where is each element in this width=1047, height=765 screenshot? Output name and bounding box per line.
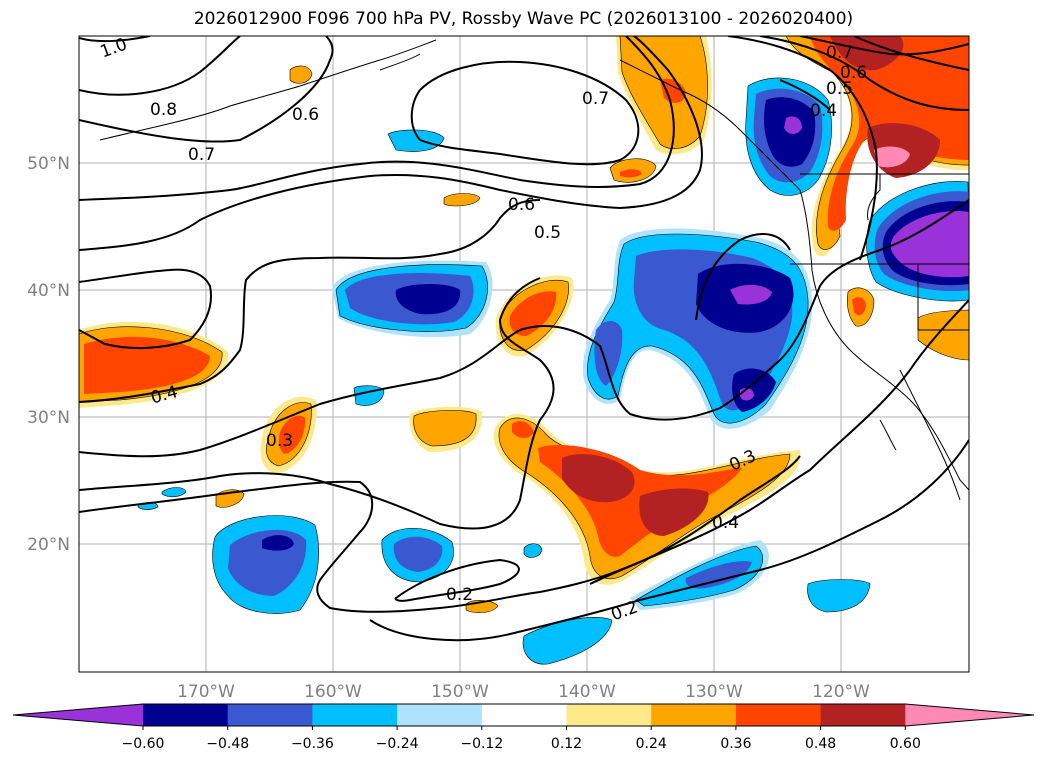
pv-contours <box>79 36 969 642</box>
contour-label: 0.2 <box>446 585 473 605</box>
lat-label: 40°N <box>27 281 70 301</box>
contour-label: 0.6 <box>292 105 319 125</box>
colorbar-tick-label: −0.12 <box>460 736 503 752</box>
contour-label: 0.4 <box>712 513 739 533</box>
lon-label: 130°W <box>685 682 743 702</box>
contour-label: 0.6 <box>840 63 867 83</box>
colorbar-tick-label: 0.60 <box>890 736 921 752</box>
lon-label: 160°W <box>304 682 362 702</box>
lat-label: 50°N <box>27 154 70 174</box>
colorbar-tick-label: −0.24 <box>376 736 419 752</box>
contour-label: 0.7 <box>826 43 853 63</box>
colorbar-tick-label: −0.48 <box>206 736 249 752</box>
map-title: 2026012900 F096 700 hPa PV, Rossby Wave … <box>193 9 854 29</box>
contour-label: 0.5 <box>826 79 853 99</box>
colorbar: −0.60 −0.48 −0.36 −0.24 −0.12 0.12 0.24 0.36 0.4… <box>12 703 1035 752</box>
contour-label: 0.4 <box>810 101 837 121</box>
coastlines <box>99 39 969 501</box>
lon-label: 170°W <box>177 682 235 702</box>
lat-label: 20°N <box>27 535 70 555</box>
colorbar-segment <box>227 704 313 726</box>
colorbar-tick-label: 0.36 <box>720 736 751 752</box>
colorbar-tick-label: 0.24 <box>636 736 667 752</box>
lon-label: 150°W <box>431 682 489 702</box>
colorbar-extend-min <box>13 704 143 726</box>
longitude-labels: 170°W 160°W 150°W 140°W 130°W 120°W <box>177 682 870 702</box>
contour-label: 0.5 <box>534 223 561 243</box>
colorbar-tick-label: −0.60 <box>122 736 165 752</box>
colorbar-segment <box>143 704 229 726</box>
colorbar-segment <box>481 704 567 726</box>
map-plot-area: 1.0 0.8 0.7 0.6 0.7 0.6 0.5 0.7 0.6 0.5 … <box>79 36 969 672</box>
colorbar-extend-max <box>905 704 1034 726</box>
colorbar-tick-label: 0.48 <box>805 736 836 752</box>
contour-label: 0.3 <box>266 431 293 451</box>
contour-label: 0.7 <box>582 89 609 109</box>
colorbar-segment <box>651 704 737 726</box>
colorbar-segment <box>312 704 398 726</box>
lon-label: 140°W <box>558 682 616 702</box>
contour-label: 0.7 <box>188 145 215 165</box>
colorbar-tick-label: 0.12 <box>551 736 582 752</box>
colorbar-segment <box>397 704 483 726</box>
colorbar-segment <box>566 704 652 726</box>
colorbar-segment <box>820 704 906 726</box>
lon-label: 120°W <box>812 682 870 702</box>
colorbar-segment <box>735 704 822 726</box>
contour-label: 0.6 <box>508 195 535 215</box>
plot-border <box>78 35 970 673</box>
latitude-labels: 50°N 40°N 30°N 20°N <box>27 154 70 555</box>
colorbar-tick-label: −0.36 <box>291 736 334 752</box>
lat-label: 30°N <box>27 408 70 428</box>
pv-anomaly-fills <box>79 36 969 665</box>
contour-label: 0.8 <box>150 100 177 120</box>
